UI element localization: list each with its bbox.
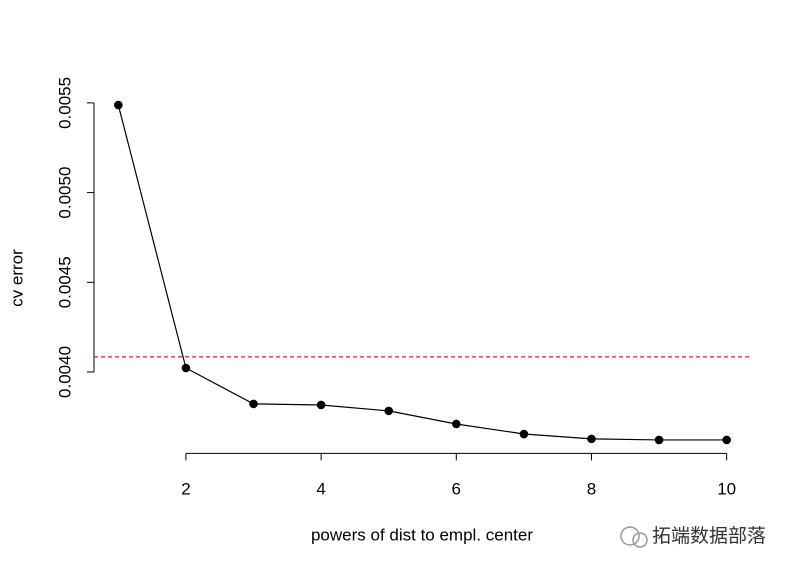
x-tick-label: 2 [181, 479, 190, 498]
y-tick-label: 0.0040 [55, 346, 74, 398]
data-point [249, 399, 258, 409]
x-axis-title: powers of dist to empl. center [311, 525, 533, 544]
watermark-text: 拓端数据部落 [652, 525, 766, 547]
x-tick-label: 4 [316, 479, 325, 498]
x-tick-label: 10 [717, 479, 736, 498]
y-tick-label: 0.0055 [55, 77, 74, 129]
watermark: 拓端数据部落 [620, 525, 766, 548]
data-point [451, 419, 461, 429]
y-tick-label: 0.0050 [55, 167, 74, 219]
x-tick-label: 6 [452, 479, 461, 498]
data-point [181, 363, 191, 373]
series-line [117, 104, 727, 441]
data-point [114, 100, 123, 110]
y-axis-title: cv error [7, 249, 26, 307]
data-point [519, 429, 529, 439]
data-point [722, 435, 731, 445]
watermark-icon [632, 532, 648, 548]
data-point [316, 400, 326, 410]
x-tick-label: 8 [587, 479, 596, 498]
data-point [384, 406, 394, 416]
watermark-icon [620, 526, 640, 546]
data-point [654, 435, 664, 445]
y-tick-label: 0.0045 [55, 256, 74, 308]
data-point [587, 434, 596, 444]
